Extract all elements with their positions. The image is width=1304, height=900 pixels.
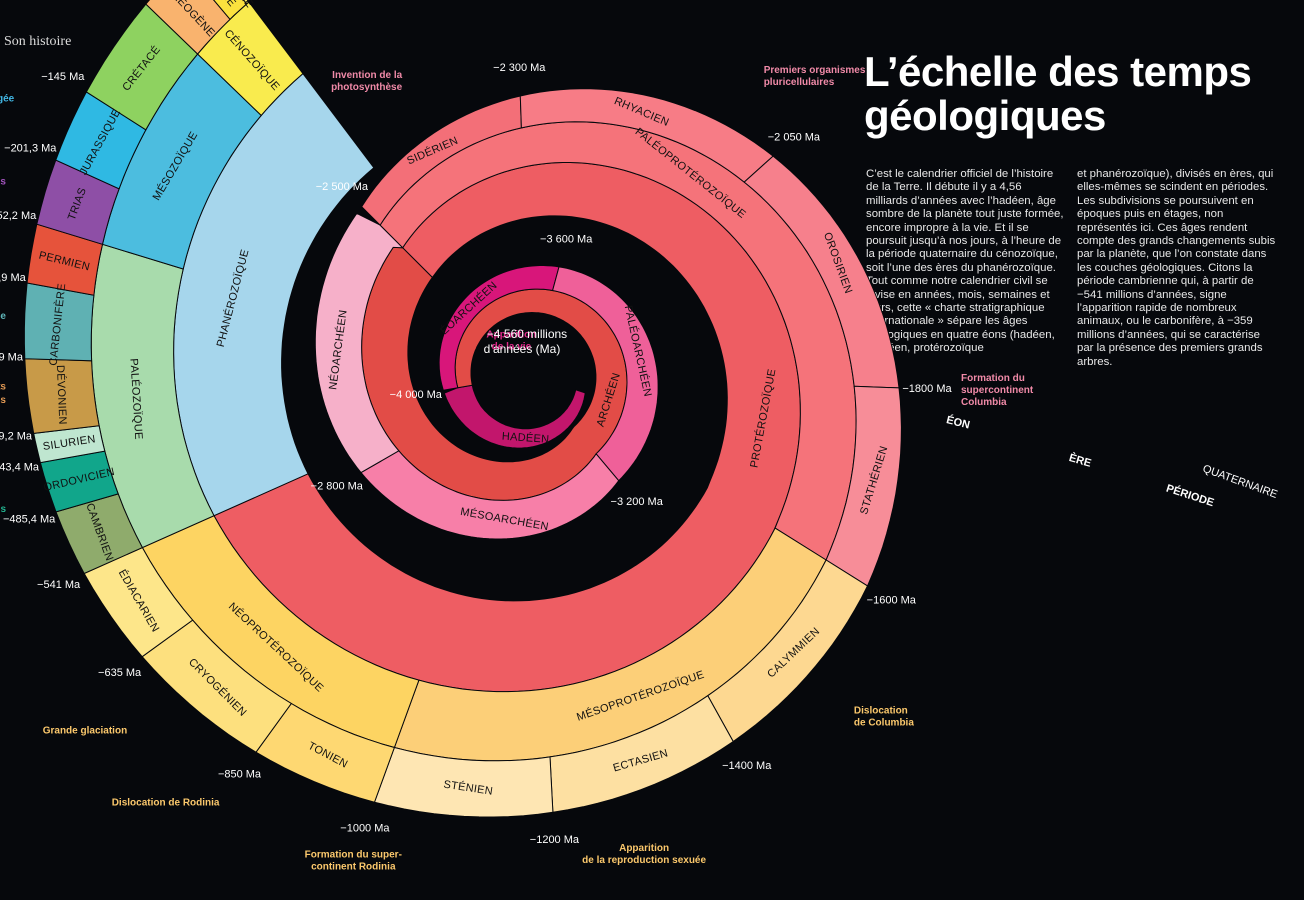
event-label-line: Grande glaciation (43, 725, 127, 736)
event-label-line: Apparition (619, 843, 669, 854)
event-label-line: Apparition des dinosaures (0, 176, 6, 187)
event-label-line: Columbia (961, 397, 1007, 408)
segment-quaternaire (243, 0, 250, 5)
event-label-line: de la vie (492, 341, 532, 352)
boundary-label: −2 050 Ma (768, 131, 821, 143)
label-hadeen: HADÉEN (501, 430, 549, 446)
event-label-line: Invention de la (332, 70, 402, 81)
boundary-label: −201,3 Ma (4, 142, 57, 154)
event-label-line: pluricellulaires (764, 77, 835, 88)
center-label-2: d’années (Ma) (484, 342, 561, 356)
boundary-label: −3 200 Ma (611, 496, 664, 508)
section-label: Son histoire (4, 34, 72, 49)
event-label-line: de Columbia (854, 717, 914, 728)
period-ring (23, 0, 902, 818)
spiral-center: −4 560 millions d’années (Ma) (484, 327, 568, 356)
boundary-label: −850 Ma (218, 769, 262, 781)
event-label-line: Dislocation (854, 705, 908, 716)
boundary-label: −3 600 Ma (540, 234, 593, 246)
boundary-label: −252,2 Ma (0, 210, 37, 222)
page-title: L’échelle des temps géologiques (864, 50, 1294, 138)
header-period: PÉRIODE (1165, 482, 1216, 510)
boundary-label: −419,2 Ma (0, 431, 33, 443)
boundary-label: −145 Ma (41, 71, 85, 83)
event-label: Premières plantes terrestres (0, 504, 6, 515)
event-label-line: Dislocation de la Pangée (0, 93, 15, 104)
event-label-line: Formation du super- (305, 849, 402, 860)
boundary-label: −1600 Ma (867, 595, 917, 607)
event-label-line: Formation du supercontinent Pangée (0, 310, 6, 321)
event-label-line: Formation du (961, 373, 1025, 384)
era-ring (90, 1, 857, 762)
header-quaternary: QUATERNAIRE (1201, 463, 1279, 501)
event-label: Formation du supercontinent Columbia (961, 373, 1034, 408)
event-label: Apparition de la reproduction sexuée (582, 843, 706, 866)
boundary-label: −358,9 Ma (0, 352, 24, 364)
label-devonien: DÉVONIEN (54, 365, 69, 425)
center-label-1: −4 560 millions (487, 327, 567, 341)
event-label-line: Premiers végétaux arborescents (0, 381, 6, 392)
event-label-line: Dislocation de Rodinia (112, 797, 220, 808)
event-label-line: Apparition (486, 329, 536, 340)
boundary-label: −4 000 Ma (390, 389, 443, 401)
boundary-label: −485,4 Ma (3, 514, 56, 526)
event-label: Apparition de la vie (486, 329, 536, 352)
header-era: ÈRE (1067, 451, 1092, 470)
event-label: Dislocation de Columbia (854, 705, 914, 728)
intro-text-column-2: et phanérozoïque), divisés en ères, qui … (1077, 168, 1276, 368)
event-labels: Invention de la photosynthèse Premiers org… (0, 65, 1034, 873)
intro-text-column-1: C’est le calendrier officiel de l’histoi… (866, 168, 1064, 355)
boundary-label: −541 Ma (37, 579, 81, 591)
event-label: Formation du super-continent Rodinia (305, 849, 402, 872)
boundary-label: −635 Ma (98, 667, 142, 679)
title-line-1: L’échelle des temps (864, 48, 1252, 95)
header-eon: ÉON (945, 413, 971, 431)
event-label: Premiers organismes pluricellulaires (764, 65, 866, 88)
event-label: Dislocation de Rodinia (112, 797, 220, 808)
boundary-label: −1800 Ma (902, 383, 952, 395)
event-label: Apparition des dinosaures (0, 176, 6, 187)
title-line-2: géologiques (864, 92, 1106, 139)
boundary-label: −2 800 Ma (311, 481, 364, 493)
boundary-label: −1400 Ma (722, 760, 772, 772)
boundary-label: −443,4 Ma (0, 461, 40, 473)
event-label: Dislocation de la Pangée (0, 93, 15, 104)
event-label-line: Premières plantes terrestres (0, 504, 6, 515)
boundary-label: −298,9 Ma (0, 272, 27, 284)
event-label-line: photosynthèse (331, 82, 403, 93)
event-label: Premiers végétaux arborescents (0, 381, 6, 392)
event-label-line: Premiers vertébrés terrestres (0, 395, 6, 406)
event-label: Premiers vertébrés terrestres (0, 395, 6, 406)
event-label-line: de la reproduction sexuée (582, 855, 706, 866)
event-label: Grande glaciation (43, 725, 127, 736)
event-label: Invention de la photosynthèse (331, 70, 403, 93)
event-label-line: supercontinent (961, 385, 1034, 396)
ring-headers: ÉON ÈRE PÉRIODE QUATERNAIRE (945, 413, 1279, 509)
label-paleozoique: PALÉOZOÏQUE (127, 358, 145, 440)
boundary-label: −1200 Ma (530, 834, 580, 846)
event-label-line: Premiers organismes (764, 65, 866, 76)
boundary-label: −2 500 Ma (316, 181, 369, 193)
boundary-label: −1000 Ma (340, 822, 390, 834)
boundary-label: −2 300 Ma (493, 62, 546, 74)
event-label: Formation du supercontinent Pangée (0, 310, 6, 321)
event-label-line: continent Rodinia (311, 861, 396, 872)
boundary-labels: −4 000 Ma −3 600 Ma −3 200 Ma −2 800 Ma −2 5… (0, 62, 952, 846)
